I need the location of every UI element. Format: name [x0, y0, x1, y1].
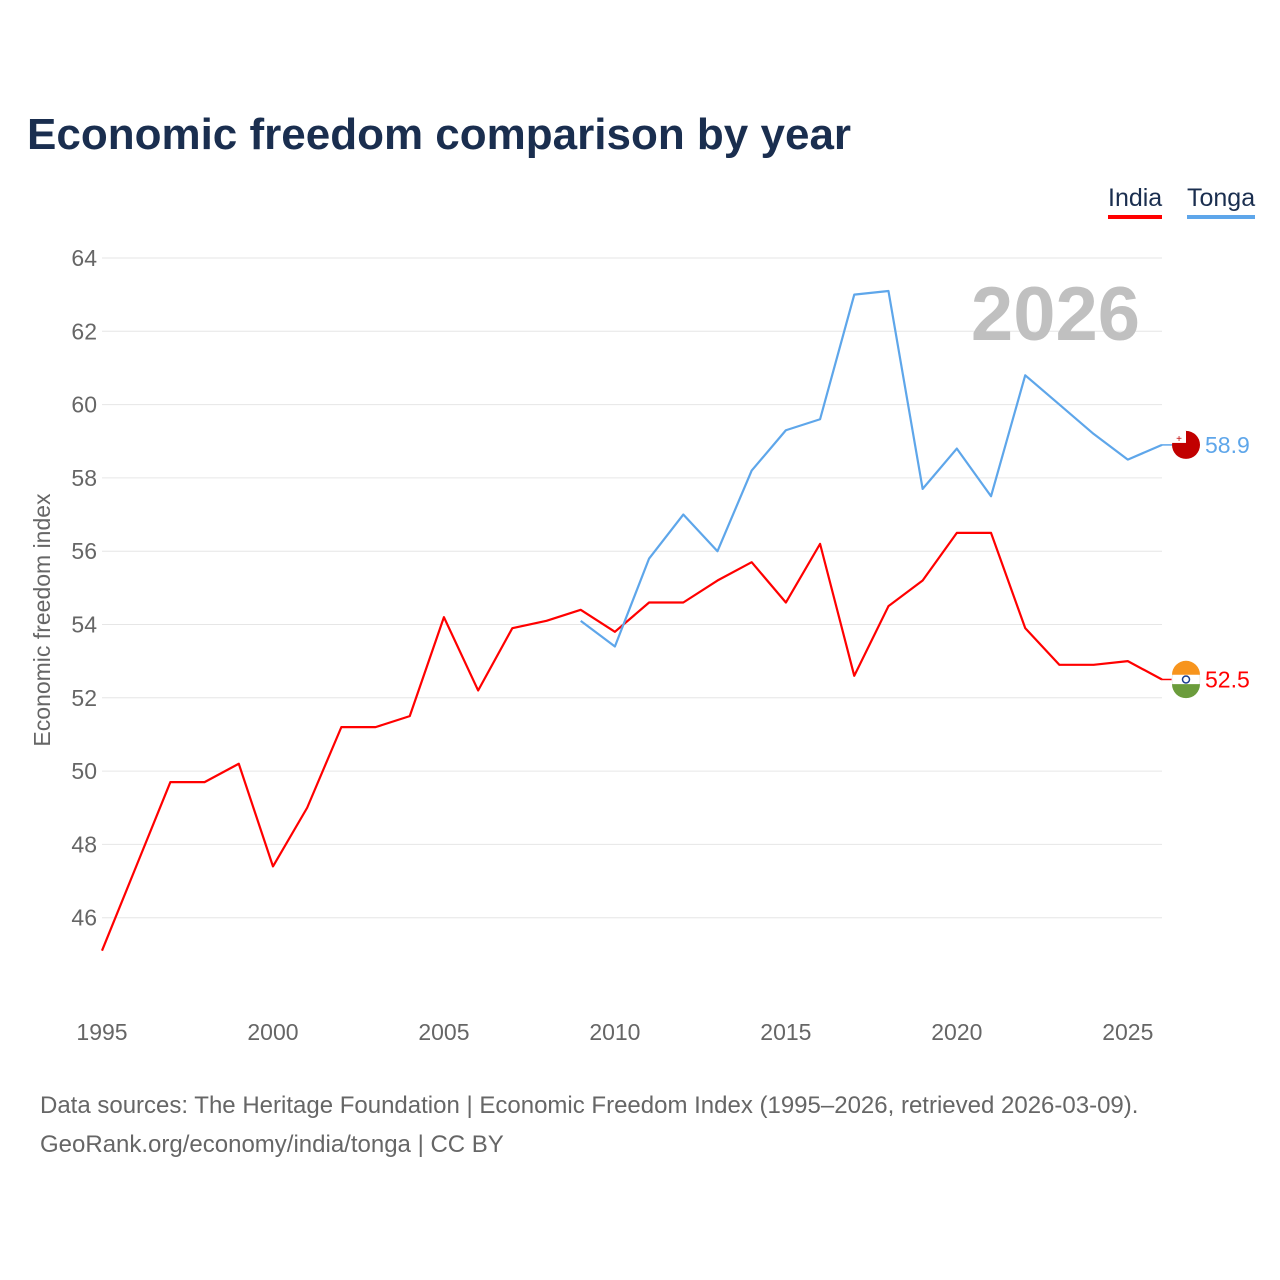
x-tick-label: 2015 [760, 1019, 811, 1045]
x-tick-label: 2000 [247, 1019, 298, 1045]
y-tick-label: 64 [71, 245, 97, 271]
y-tick-label: 58 [71, 465, 97, 491]
x-tick-label: 1995 [76, 1019, 127, 1045]
y-axis-label: Economic freedom index [29, 493, 55, 747]
series-line-tonga [580, 289, 1163, 648]
y-tick-label: 52 [71, 685, 97, 711]
tonga-flag-cross: + [1176, 434, 1182, 445]
chart-title: Economic freedom comparison by year [27, 110, 852, 159]
y-tick-label: 48 [71, 831, 97, 857]
series-line-india [100, 531, 1163, 952]
y-tick-label: 50 [71, 758, 97, 784]
y-tick-label: 62 [71, 318, 97, 344]
x-tick-label: 2010 [589, 1019, 640, 1045]
legend-tonga[interactable]: Tonga [1187, 184, 1256, 219]
source-note: Data sources: The Heritage Foundation | … [40, 1086, 1138, 1164]
tonga-flag-canton [1172, 430, 1186, 443]
end-value-label: 52.5 [1205, 666, 1250, 692]
legend-india[interactable]: India [1108, 184, 1163, 219]
india-flag-green [1172, 684, 1200, 699]
x-tick-label: 2020 [931, 1019, 982, 1045]
source-line-2: GeoRank.org/economy/india/tonga | CC BY [40, 1131, 504, 1158]
year-watermark: 2026 [971, 272, 1140, 357]
y-tick-label: 46 [71, 905, 97, 931]
y-tick-label: 54 [71, 612, 97, 638]
y-tick-label: 56 [71, 538, 97, 564]
y-tick-label: 60 [71, 392, 97, 418]
india-flag-chakra [1181, 675, 1191, 684]
x-tick-label: 2025 [1102, 1019, 1153, 1045]
end-value-label: 58.9 [1205, 432, 1250, 458]
x-tick-label: 2005 [418, 1019, 469, 1045]
india-flag-saffron [1172, 660, 1200, 675]
source-line-1: Data sources: The Heritage Foundation | … [40, 1092, 1139, 1119]
